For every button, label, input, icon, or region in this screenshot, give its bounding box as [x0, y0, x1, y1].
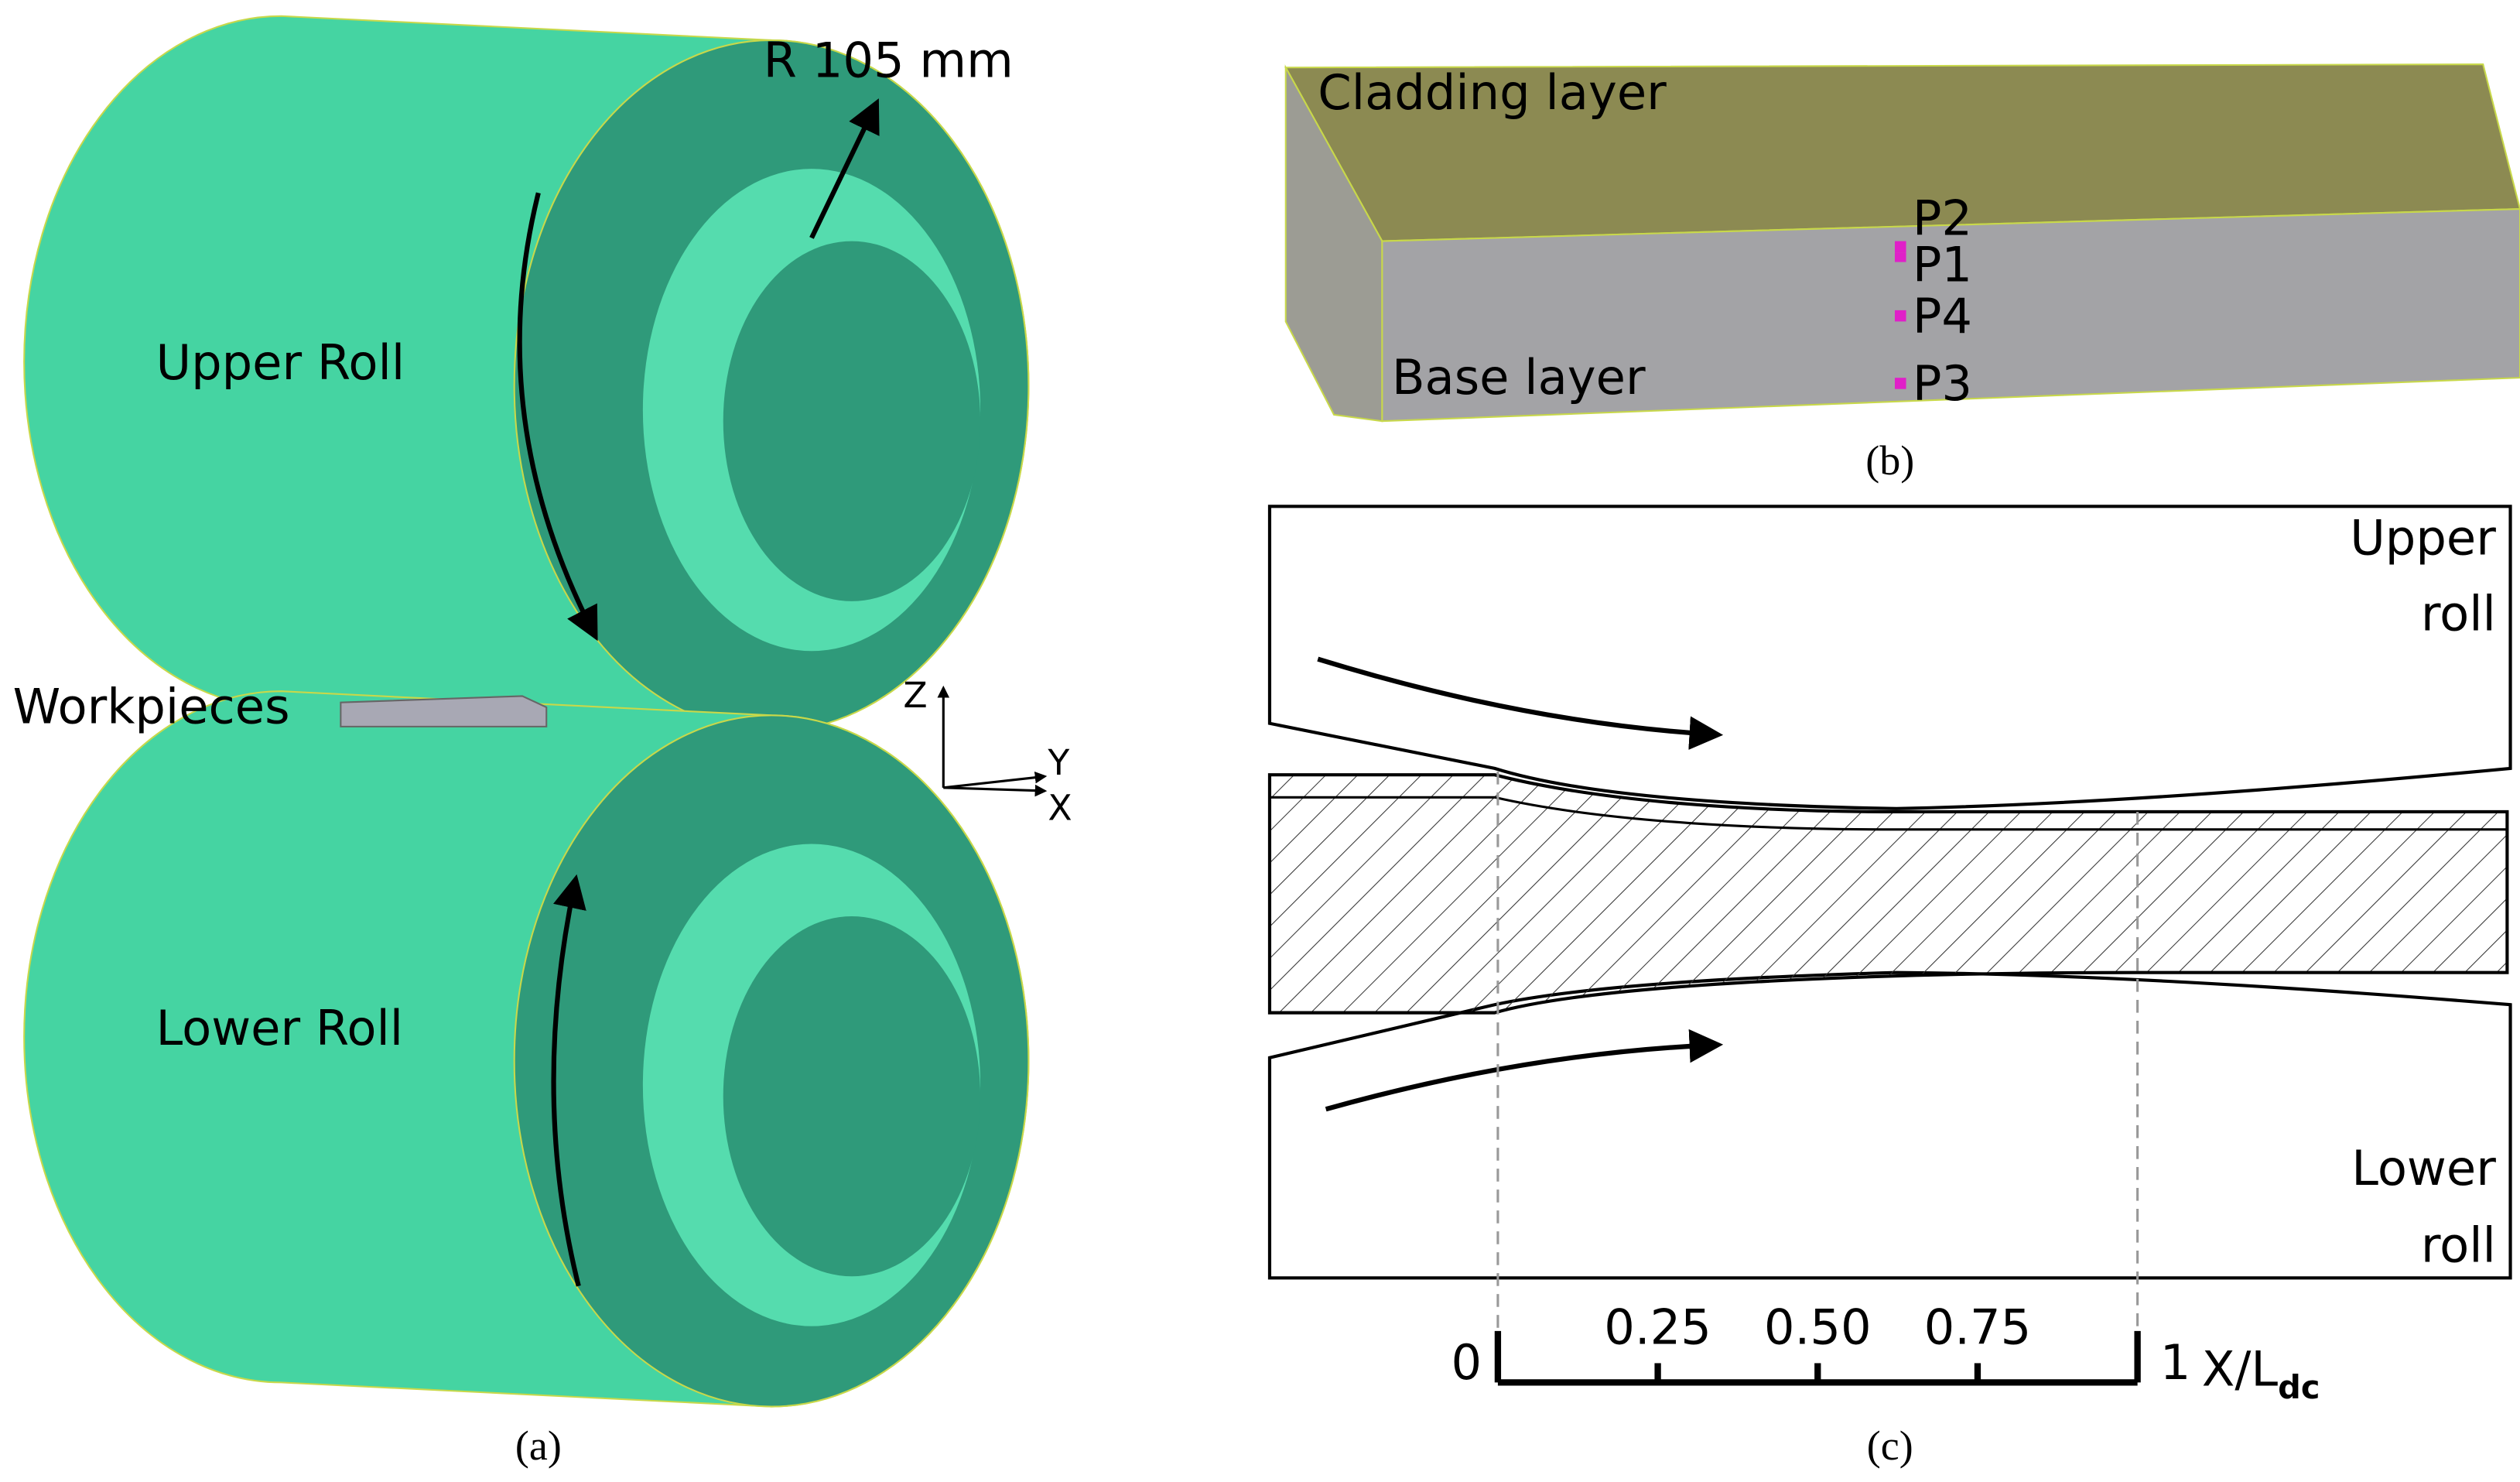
scale-axis-label: X/Ldc: [2202, 1341, 2320, 1407]
point-label: P3: [1913, 355, 1972, 412]
scale-tick-label: 0.50: [1764, 1299, 1872, 1356]
panel-label: (b): [1865, 437, 1914, 484]
axis-z: Z: [903, 675, 927, 716]
axis-subscript: dc: [2278, 1368, 2320, 1406]
axis-x: X: [1048, 787, 1072, 828]
panel-label: (a): [515, 1422, 562, 1469]
lower-roll-label: Lower: [2351, 1140, 2496, 1196]
point-label: P4: [1913, 288, 1972, 344]
upper-roll: [23, 15, 1030, 733]
scale-tick-label: 0.75: [1924, 1299, 2032, 1356]
clad-block: [1284, 63, 2520, 423]
workpiece: [340, 695, 548, 727]
upper-roll-label: Upper: [2350, 510, 2496, 566]
point-label: P1: [1913, 237, 1972, 293]
lower-roll-label: roll: [2421, 1217, 2496, 1274]
coordinate-axes: [937, 685, 1048, 797]
scale-tick-label: 1: [2160, 1334, 2191, 1391]
upper-roll-label: roll: [2421, 585, 2496, 642]
roll-gap-schematic: [1267, 505, 2512, 1383]
point-label: P2: [1913, 190, 1972, 246]
panel-label: (c): [1867, 1422, 1913, 1469]
upper-roll-label: Upper Roll: [156, 334, 405, 391]
axis-label: X/L: [2202, 1341, 2279, 1398]
axis-y: Y: [1047, 742, 1069, 783]
lower-roll-label: Lower Roll: [156, 1000, 403, 1056]
scale-tick-label: 0: [1451, 1334, 1482, 1391]
cladding-label: Cladding layer: [1318, 64, 1667, 121]
base-label: Base layer: [1392, 349, 1646, 406]
radius-label: R 105 mm: [764, 33, 1014, 89]
scale-bar: [1494, 1330, 2141, 1386]
scale-tick-label: 0.25: [1604, 1299, 1711, 1356]
lower-roll: [23, 690, 1030, 1408]
workpieces-label: Workpieces: [13, 679, 290, 735]
